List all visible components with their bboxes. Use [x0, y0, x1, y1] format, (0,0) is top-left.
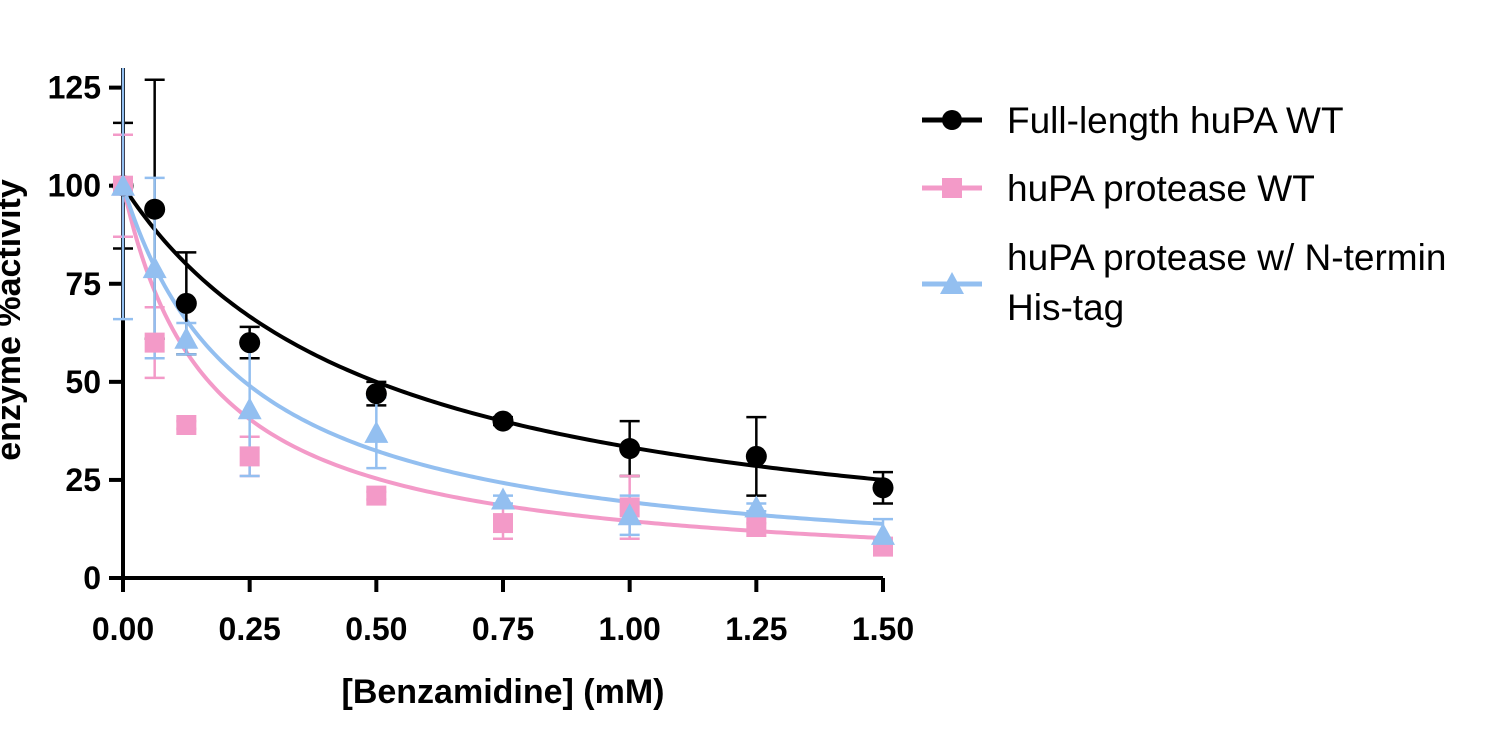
x-tick-label-1.25: 1.25	[725, 611, 787, 647]
point-protease-his-7	[744, 495, 769, 518]
point-full-length-4	[365, 383, 387, 405]
legend-item-protease-wt: huPA protease WT	[922, 168, 1315, 209]
legend-marker-protease-his	[940, 272, 964, 294]
point-protease-wt-4	[366, 485, 387, 506]
y-tick-label-50: 50	[65, 364, 101, 400]
axes: 0 25 50 75 100 125 0.00 0.25 0.50 0.75 1.00 1.25 1.5…	[48, 68, 914, 647]
legend-label-protease-his-line1: huPA protease w/ N-termin	[1007, 237, 1446, 278]
point-protease-his-3	[237, 397, 262, 420]
point-protease-his-0	[111, 173, 135, 196]
point-protease-wt-1	[144, 332, 165, 353]
y-tick-label-0: 0	[83, 560, 101, 596]
point-full-length-8	[872, 477, 894, 499]
point-protease-his-5	[491, 487, 515, 510]
fit-curve-full-length	[121, 184, 884, 482]
legend: Full-length huPA WT huPA protease WT huP…	[922, 100, 1446, 328]
x-tick-label-0.75: 0.75	[472, 611, 534, 647]
point-full-length-7	[745, 445, 767, 467]
y-tick-label-75: 75	[65, 266, 101, 302]
legend-label-full-length: Full-length huPA WT	[1007, 100, 1344, 141]
y-tick-label-100: 100	[48, 168, 101, 204]
point-full-length-3	[239, 332, 261, 354]
point-full-length-1	[144, 198, 166, 220]
point-protease-his-6	[617, 503, 642, 526]
legend-label-protease-wt: huPA protease WT	[1007, 168, 1315, 209]
x-tick-label-0.50: 0.50	[345, 611, 407, 647]
point-protease-wt-5	[493, 513, 513, 534]
legend-label-protease-his-line2: His-tag	[1007, 287, 1124, 328]
data-markers	[111, 173, 895, 557]
x-axis-title: [Benzamidine] (mM)	[342, 673, 665, 711]
point-protease-his-8	[871, 522, 895, 545]
y-tick-label-125: 125	[48, 70, 101, 106]
x-tick-label-1.50: 1.50	[852, 611, 914, 647]
point-full-length-5	[492, 410, 514, 432]
point-protease-wt-7	[746, 517, 767, 537]
y-axis-title: enzyme %activity	[0, 179, 28, 461]
fit-curves	[121, 184, 884, 541]
fit-curve-protease-his	[121, 185, 884, 526]
point-full-length-2	[175, 292, 197, 314]
legend-marker-protease-wt	[942, 178, 962, 198]
point-protease-his-4	[364, 420, 389, 443]
point-full-length-6	[619, 438, 641, 460]
point-protease-wt-3	[239, 446, 260, 467]
legend-item-full-length: Full-length huPA WT	[922, 100, 1344, 141]
x-tick-label-1.00: 1.00	[599, 611, 661, 647]
legend-marker-full-length	[942, 110, 962, 130]
y-tick-label-25: 25	[65, 462, 101, 498]
x-tick-label-0.00: 0.00	[92, 611, 154, 647]
x-tick-label-0.25: 0.25	[219, 611, 281, 647]
point-protease-wt-2	[176, 415, 197, 435]
point-protease-his-1	[142, 256, 167, 279]
legend-item-protease-his: huPA protease w/ N-termin His-tag	[922, 237, 1446, 328]
point-protease-his-2	[174, 326, 199, 349]
fit-curve-protease-wt	[121, 185, 884, 541]
